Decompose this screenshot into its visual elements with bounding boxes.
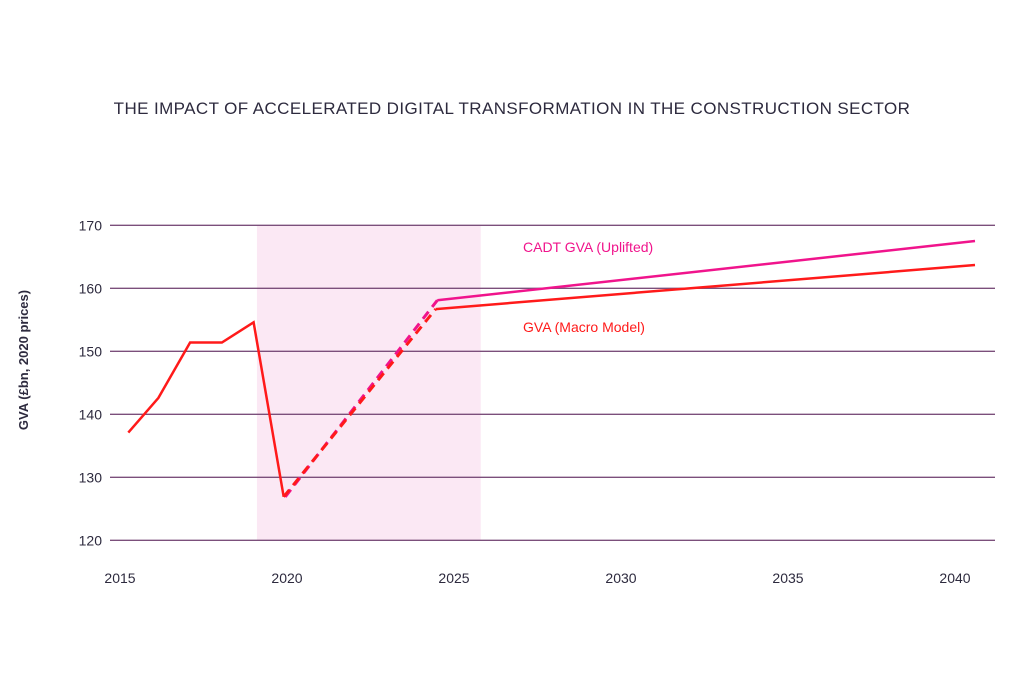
y-tick-label: 120 xyxy=(79,532,103,548)
shaded-period xyxy=(256,225,481,541)
x-tick-label: 2030 xyxy=(605,570,636,586)
y-tick-label: 150 xyxy=(79,343,103,359)
x-tick-label: 2040 xyxy=(939,570,970,586)
legend-label-uplifted: CADT GVA (Uplifted) xyxy=(523,239,653,255)
legend-label-macro: GVA (Macro Model) xyxy=(523,319,645,335)
series-cadt-gva-uplifted-projection xyxy=(437,239,976,302)
y-tick-label: 130 xyxy=(79,469,103,485)
x-tick-label: 2020 xyxy=(271,570,302,586)
y-tick-label: 160 xyxy=(79,280,103,296)
chart-title: THE IMPACT OF ACCELERATED DIGITAL TRANSF… xyxy=(114,99,911,118)
series-gva-macro-model-dashed xyxy=(282,308,437,498)
y-tick-label: 140 xyxy=(79,406,103,422)
x-tick-label: 2025 xyxy=(438,570,469,586)
x-tick-label: 2015 xyxy=(104,570,135,586)
y-tick-label: 170 xyxy=(79,217,103,233)
x-tick-label: 2035 xyxy=(772,570,803,586)
series-gva-macro-model-historical xyxy=(127,320,285,498)
y-axis-label: GVA (£bn, 2020 prices) xyxy=(16,290,31,430)
series-gva-macro-model-projection xyxy=(435,263,976,311)
